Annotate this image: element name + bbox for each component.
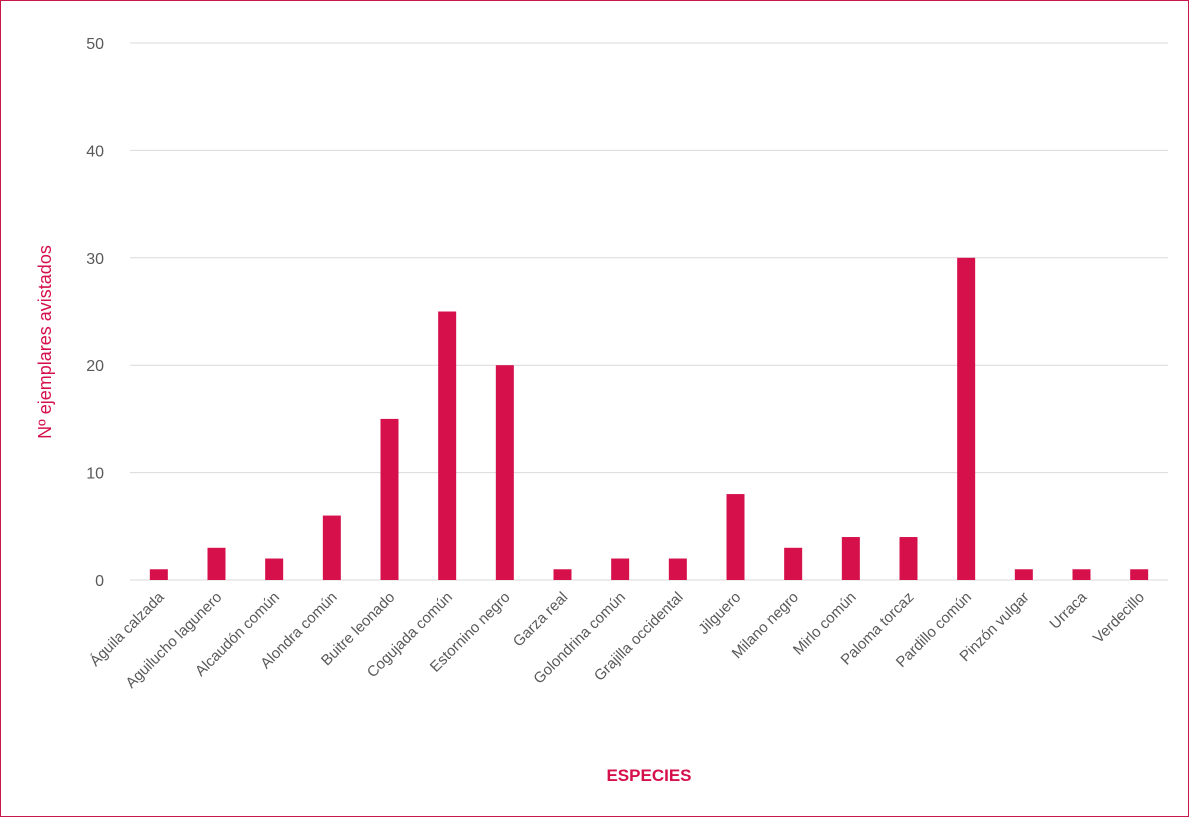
bar: [1014, 569, 1033, 580]
bar: [438, 311, 457, 580]
gridlines: [130, 42, 1168, 581]
bars: [149, 257, 1149, 580]
y-axis-label: Nº ejemplares avistados: [35, 245, 55, 439]
bar: [611, 558, 630, 580]
bar: [668, 558, 687, 580]
y-tick-label: 10: [86, 466, 104, 483]
bar: [726, 494, 745, 580]
y-tick-label: 40: [86, 143, 104, 160]
bar: [1072, 569, 1091, 580]
x-tick-label: Garza real: [510, 589, 572, 651]
bar: [1130, 569, 1149, 580]
bar: [841, 537, 860, 580]
x-tick-label: Aguilucho lagunero: [122, 589, 225, 692]
y-axis-ticks: 0 10 20 30 40 50: [86, 36, 104, 590]
x-axis-label: ESPECIES: [606, 766, 691, 785]
y-tick-label: 20: [86, 358, 104, 375]
bar: [553, 569, 572, 580]
bar: [322, 515, 341, 580]
bar: [899, 537, 918, 580]
x-tick-label: Verdecillo: [1090, 589, 1148, 647]
x-tick-label: Jilguero: [695, 589, 744, 638]
y-tick-label: 30: [86, 251, 104, 268]
y-tick-label: 50: [86, 36, 104, 53]
x-tick-label: Urraca: [1046, 588, 1090, 632]
bar: [784, 547, 803, 580]
y-tick-label: 0: [95, 573, 104, 590]
bar: [149, 569, 168, 580]
bar: [207, 547, 226, 580]
bar: [957, 257, 976, 580]
bar: [495, 365, 514, 580]
bar: [380, 418, 399, 580]
bar: [265, 558, 284, 580]
